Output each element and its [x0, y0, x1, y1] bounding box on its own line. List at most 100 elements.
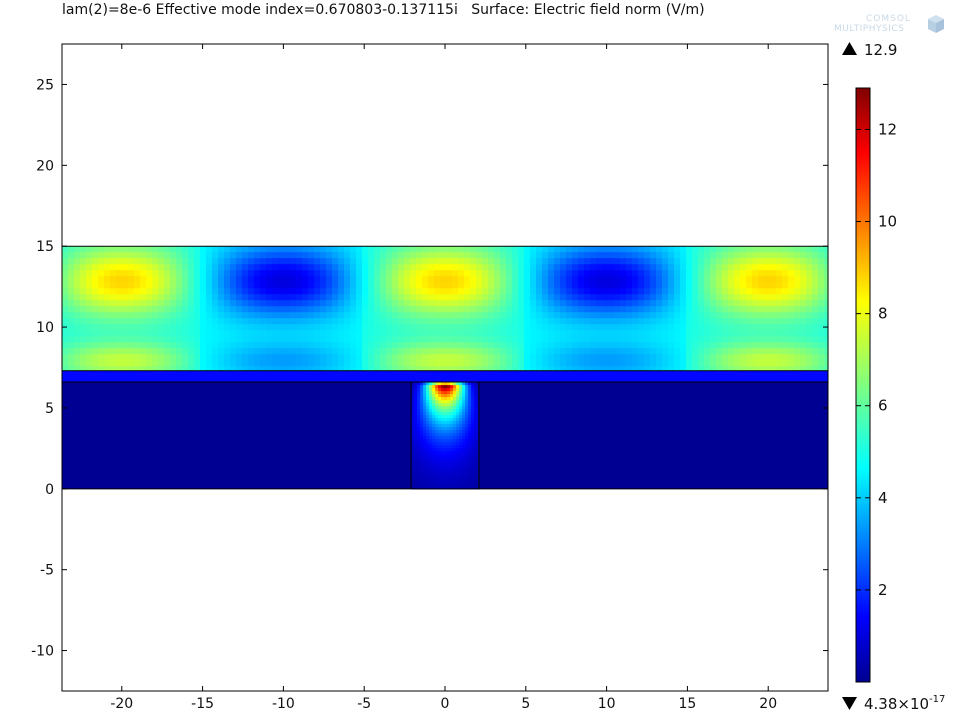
heatmap-cell — [134, 288, 141, 295]
heatmap-cell — [476, 282, 483, 289]
heatmap-cell — [470, 318, 477, 325]
heatmap-cell — [465, 478, 469, 482]
heatmap-cell — [782, 288, 789, 295]
heatmap-cell — [428, 300, 435, 307]
heatmap-cell — [308, 252, 315, 259]
heatmap-cell — [692, 348, 699, 355]
heatmap-cell — [362, 276, 369, 283]
heatmap-cell — [465, 427, 469, 431]
heatmap-cell — [638, 282, 645, 289]
heatmap-cell — [734, 342, 741, 349]
heatmap-cell — [420, 439, 424, 443]
heatmap-cell — [788, 318, 795, 325]
heatmap-cell — [644, 246, 651, 253]
heatmap-cell — [698, 354, 705, 361]
heatmap-cell — [746, 282, 753, 289]
heatmap-cell — [80, 300, 87, 307]
heatmap-cell — [212, 306, 219, 313]
heatmap-cell — [477, 463, 480, 467]
heatmap-cell — [806, 294, 813, 301]
heatmap-cell — [800, 294, 807, 301]
heatmap-cell — [548, 288, 555, 295]
heatmap-cell — [477, 475, 480, 479]
heatmap-cell — [758, 330, 765, 337]
heatmap-cell — [740, 354, 747, 361]
heatmap-cell — [441, 421, 445, 425]
heatmap-cell — [429, 421, 433, 425]
heatmap-cell — [494, 270, 501, 277]
heatmap-cell — [429, 397, 433, 401]
heatmap-cell — [590, 330, 597, 337]
heatmap-cell — [638, 318, 645, 325]
heatmap-cell — [417, 412, 421, 416]
heatmap-cell — [656, 270, 663, 277]
heatmap-cell — [350, 366, 357, 372]
heatmap-cell — [350, 354, 357, 361]
heatmap-cell — [752, 354, 759, 361]
heatmap-cell — [740, 270, 747, 277]
heatmap-cell — [218, 324, 225, 331]
heatmap-cell — [386, 276, 393, 283]
heatmap-cell — [584, 348, 591, 355]
heatmap-cell — [704, 342, 711, 349]
heatmap-cell — [426, 472, 430, 476]
heatmap-cell — [464, 276, 471, 283]
heatmap-cell — [734, 300, 741, 307]
heatmap-cell — [584, 324, 591, 331]
heatmap-cell — [122, 366, 129, 372]
heatmap-cell — [314, 258, 321, 265]
heatmap-cell — [572, 366, 579, 372]
heatmap-cell — [98, 258, 105, 265]
heatmap-cell — [296, 258, 303, 265]
heatmap-cell — [444, 457, 448, 461]
heatmap-cell — [584, 336, 591, 343]
heatmap-cell — [434, 360, 441, 367]
heatmap-cell — [266, 246, 273, 253]
heatmap-cell — [92, 348, 99, 355]
heatmap-cell — [692, 288, 699, 295]
heatmap-cell — [471, 418, 475, 422]
heatmap-cell — [447, 421, 451, 425]
heatmap-cell — [438, 463, 442, 467]
heatmap-cell — [453, 418, 457, 422]
heatmap-cell — [752, 342, 759, 349]
heatmap-cell — [500, 330, 507, 337]
heatmap-cell — [438, 391, 442, 395]
heatmap-cell — [794, 270, 801, 277]
heatmap-cell — [704, 288, 711, 295]
heatmap-cell — [62, 246, 69, 253]
heatmap-cell — [632, 312, 639, 319]
heatmap-cell — [441, 394, 445, 398]
heatmap-cell — [824, 264, 829, 271]
heatmap-cell — [242, 258, 249, 265]
heatmap-cell — [230, 324, 237, 331]
heatmap-cell — [800, 252, 807, 259]
heatmap-cell — [86, 342, 93, 349]
heatmap-cell — [302, 354, 309, 361]
heatmap-cell — [92, 264, 99, 271]
heatmap-cell — [374, 282, 381, 289]
heatmap-cell — [428, 336, 435, 343]
heatmap-cell — [411, 481, 415, 485]
heatmap-cell — [152, 324, 159, 331]
heatmap-cell — [420, 427, 424, 431]
heatmap-cell — [116, 330, 123, 337]
heatmap-cell — [518, 360, 525, 367]
heatmap-cell — [456, 448, 460, 452]
heatmap-cell — [152, 276, 159, 283]
heatmap-cell — [74, 360, 81, 367]
heatmap-cell — [429, 469, 433, 473]
heatmap-cell — [782, 324, 789, 331]
heatmap-cell — [98, 252, 105, 259]
heatmap-cell — [194, 264, 201, 271]
heatmap-cell — [452, 306, 459, 313]
heatmap-cell — [414, 457, 418, 461]
heatmap-cell — [614, 306, 621, 313]
heatmap-cell — [470, 324, 477, 331]
heatmap-cell — [512, 294, 519, 301]
heatmap-cell — [698, 318, 705, 325]
heatmap-cell — [438, 415, 442, 419]
heatmap-cell — [477, 427, 480, 431]
heatmap-cell — [468, 466, 472, 470]
heatmap-cell — [494, 246, 501, 253]
